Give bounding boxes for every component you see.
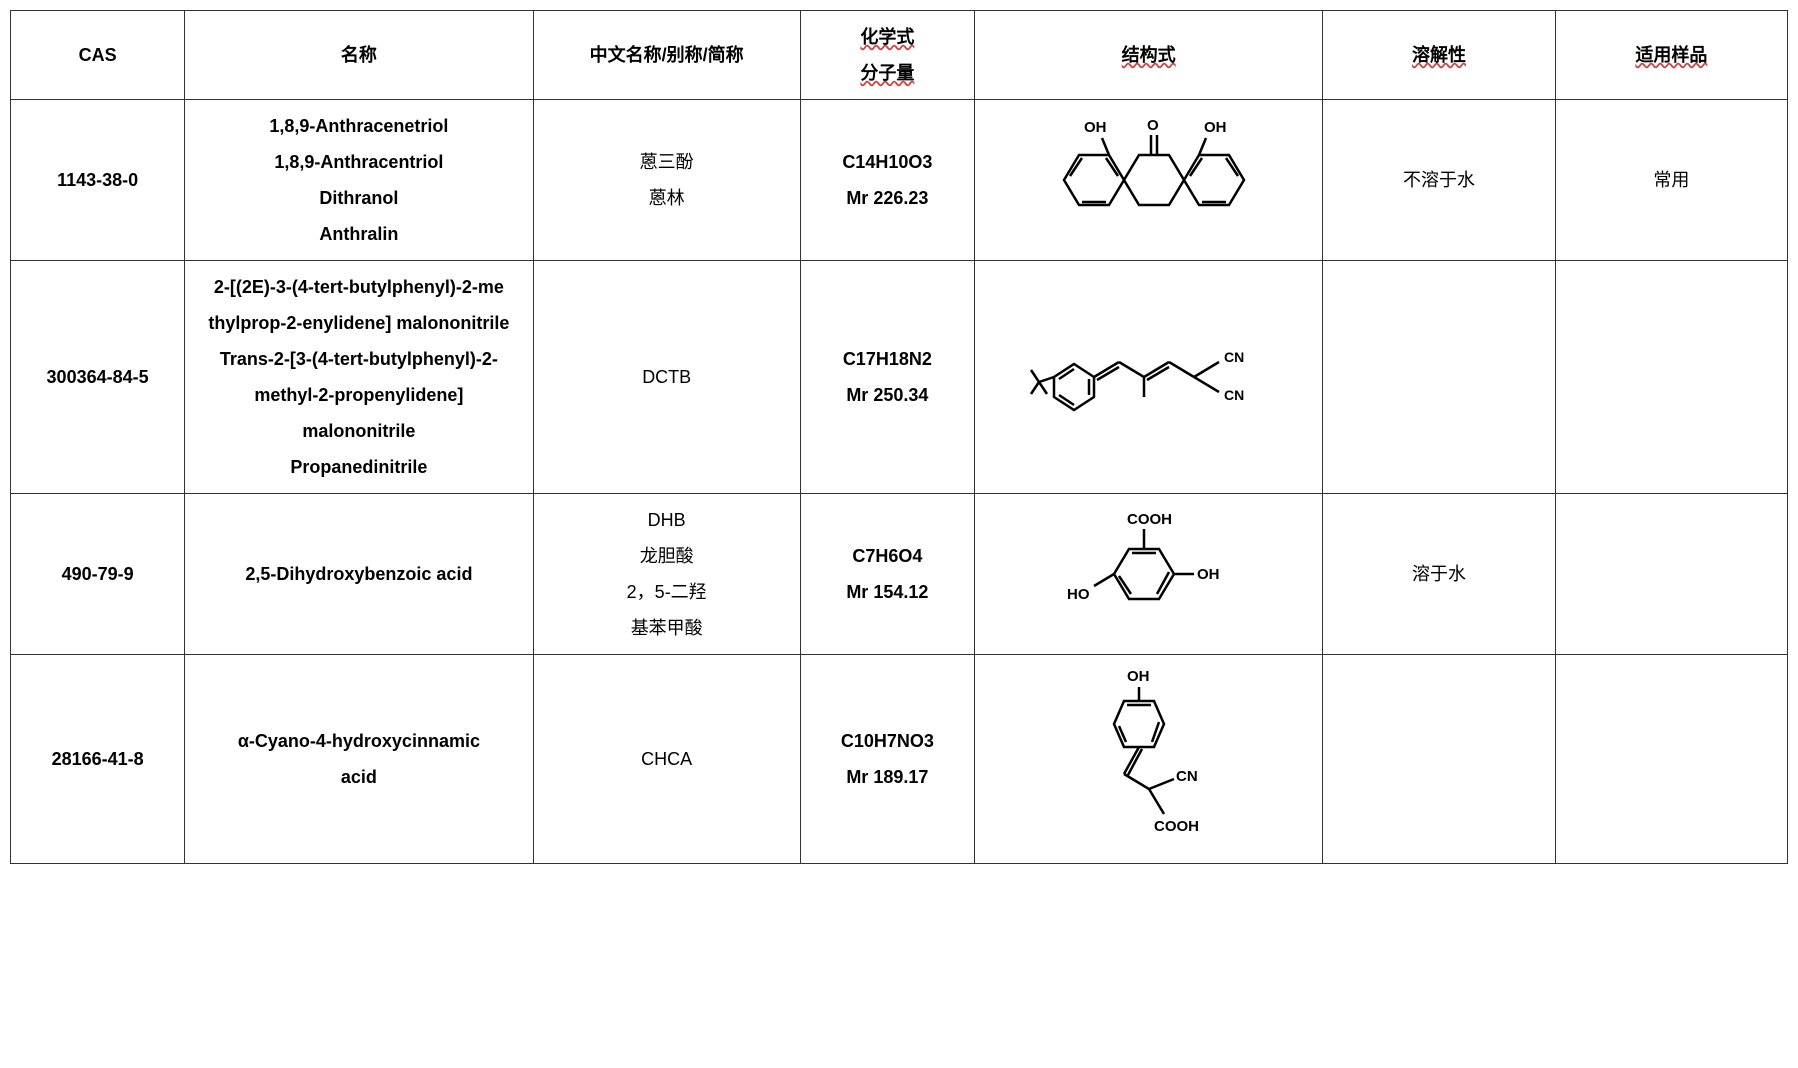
svg-text:CN: CN <box>1176 768 1198 785</box>
svg-text:OH: OH <box>1204 119 1227 136</box>
cell-alias: DCTB <box>533 261 800 494</box>
svg-text:COOH: COOH <box>1154 818 1199 835</box>
cell-solubility <box>1323 655 1555 864</box>
cell-solubility: 不溶于水 <box>1323 100 1555 261</box>
cell-cas: 300364-84-5 <box>11 261 185 494</box>
header-name: 名称 <box>185 11 533 100</box>
chemical-table: CAS 名称 中文名称/别称/简称 化学式 分子量 结构式 溶解性 适用样品 1… <box>10 10 1788 864</box>
structure-anthralin-icon: OH O OH <box>1034 110 1264 250</box>
cell-solubility: 溶于水 <box>1323 494 1555 655</box>
svg-text:COOH: COOH <box>1127 511 1172 528</box>
cell-name: 2-[(2E)-3-(4-tert-butylphenyl)-2-me thyl… <box>185 261 533 494</box>
header-formula-l1: 化学式 <box>860 27 914 47</box>
cell-alias: DHB 龙胆酸 2，5-二羟 基苯甲酸 <box>533 494 800 655</box>
header-formula: 化学式 分子量 <box>800 11 974 100</box>
cell-cas: 490-79-9 <box>11 494 185 655</box>
cell-structure: COOH OH HO <box>974 494 1322 655</box>
header-solubility: 溶解性 <box>1323 11 1555 100</box>
svg-text:CN: CN <box>1224 349 1244 365</box>
cell-alias: 蒽三酚 蒽林 <box>533 100 800 261</box>
svg-text:CN: CN <box>1224 387 1244 403</box>
table-row: 300364-84-5 2-[(2E)-3-(4-tert-butylpheny… <box>11 261 1788 494</box>
cell-structure: CN CN <box>974 261 1322 494</box>
header-cas: CAS <box>11 11 185 100</box>
cell-formula: C7H6O4 Mr 154.12 <box>800 494 974 655</box>
svg-text:HO: HO <box>1067 586 1090 603</box>
cell-sample: 常用 <box>1555 100 1787 261</box>
cell-solubility <box>1323 261 1555 494</box>
cell-sample <box>1555 494 1787 655</box>
cell-name: α-Cyano-4-hydroxycinnamic acid <box>185 655 533 864</box>
cell-formula: C17H18N2 Mr 250.34 <box>800 261 974 494</box>
svg-text:OH: OH <box>1197 566 1220 583</box>
cell-formula: C10H7NO3 Mr 189.17 <box>800 655 974 864</box>
structure-dctb-icon: CN CN <box>1019 322 1279 432</box>
table-row: 490-79-9 2,5-Dihydroxybenzoic acid DHB 龙… <box>11 494 1788 655</box>
structure-chca-icon: OH CN COOH <box>1064 659 1234 859</box>
header-structure: 结构式 <box>974 11 1322 100</box>
cell-alias: CHCA <box>533 655 800 864</box>
table-row: 1143-38-0 1,8,9-Anthracenetriol 1,8,9-An… <box>11 100 1788 261</box>
cell-sample <box>1555 655 1787 864</box>
svg-text:OH: OH <box>1127 668 1150 685</box>
cell-name: 1,8,9-Anthracenetriol 1,8,9-Anthracentri… <box>185 100 533 261</box>
table-row: 28166-41-8 α-Cyano-4-hydroxycinnamic aci… <box>11 655 1788 864</box>
svg-text:OH: OH <box>1084 119 1107 136</box>
cell-structure: OH O OH <box>974 100 1322 261</box>
cell-structure: OH CN COOH <box>974 655 1322 864</box>
svg-text:O: O <box>1147 117 1159 134</box>
cell-sample <box>1555 261 1787 494</box>
cell-name: 2,5-Dihydroxybenzoic acid <box>185 494 533 655</box>
header-alias: 中文名称/别称/简称 <box>533 11 800 100</box>
header-formula-l2: 分子量 <box>860 63 914 83</box>
structure-dhb-icon: COOH OH HO <box>1049 504 1249 644</box>
cell-cas: 1143-38-0 <box>11 100 185 261</box>
header-sample: 适用样品 <box>1555 11 1787 100</box>
cell-formula: C14H10O3 Mr 226.23 <box>800 100 974 261</box>
cell-cas: 28166-41-8 <box>11 655 185 864</box>
table-header-row: CAS 名称 中文名称/别称/简称 化学式 分子量 结构式 溶解性 适用样品 <box>11 11 1788 100</box>
